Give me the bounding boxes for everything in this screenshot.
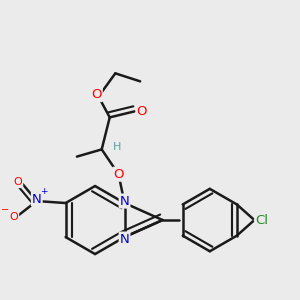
Text: O: O (91, 88, 102, 101)
Text: H: H (113, 142, 121, 152)
Text: N: N (32, 193, 42, 206)
Text: N: N (120, 232, 129, 246)
Text: N: N (120, 194, 129, 208)
Text: O: O (136, 105, 147, 118)
Text: O: O (14, 177, 22, 187)
Text: −: − (1, 205, 9, 215)
Text: Cl: Cl (256, 214, 269, 226)
Text: +: + (40, 187, 48, 196)
Text: O: O (10, 212, 18, 222)
Text: O: O (113, 168, 124, 181)
